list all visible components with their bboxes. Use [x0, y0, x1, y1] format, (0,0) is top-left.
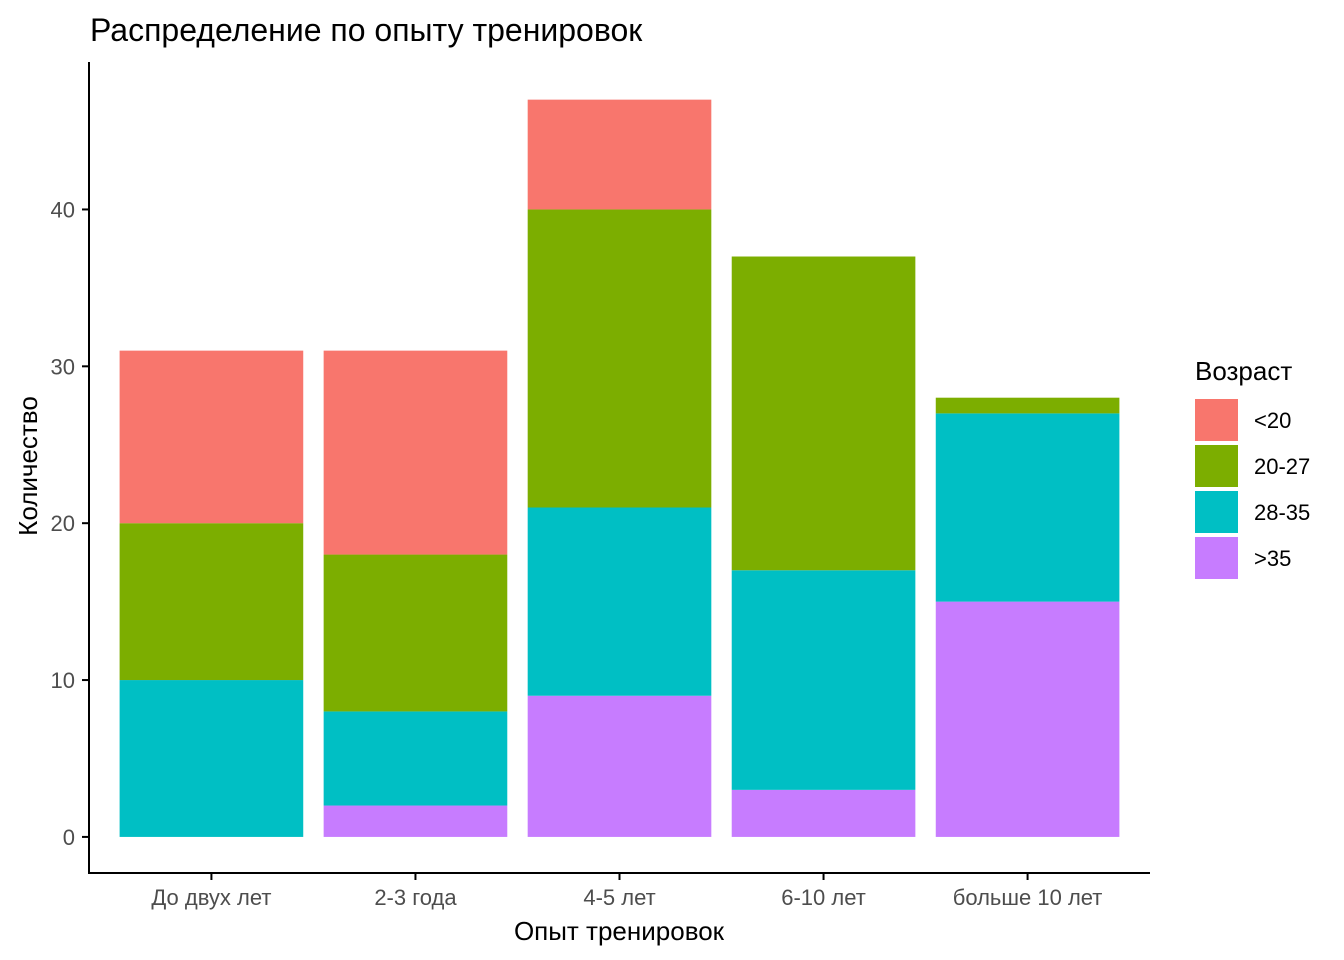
- x-axis: До двух лет 2-3 года 4-5 лет 6-10 лет больше…: [151, 873, 1102, 910]
- bar-segment-1-28-35: [119, 680, 304, 837]
- bar-segment-1-20-27: [119, 523, 304, 681]
- legend: Возраст <20 20-27 28-35 >35: [1195, 356, 1310, 579]
- legend-label-gt35: >35: [1254, 546, 1291, 571]
- bar-segment-4-28-35: [731, 570, 916, 790]
- legend-key-20-27: [1195, 445, 1238, 487]
- x-tick-label-1: До двух лет: [151, 885, 271, 910]
- y-axis: 0 10 20 30 40: [51, 197, 89, 850]
- y-tick-label-30: 30: [51, 354, 75, 379]
- x-tick-label-2: 2-3 года: [374, 885, 457, 910]
- legend-key-gt35: [1195, 537, 1238, 579]
- y-tick-label-10: 10: [51, 668, 75, 693]
- bar-segment-2-lt20: [323, 350, 508, 555]
- legend-key-28-35: [1195, 491, 1238, 533]
- legend-label-lt20: <20: [1254, 408, 1291, 433]
- chart-title: Распределение по опыту тренировок: [90, 12, 643, 48]
- y-tick-label-40: 40: [51, 197, 75, 222]
- bar-segment-2-20-27: [323, 554, 508, 712]
- y-tick-label-0: 0: [63, 825, 75, 850]
- bar-segment-3-28-35: [527, 507, 712, 696]
- bar-segment-5-gt35: [935, 601, 1120, 837]
- x-tick-label-3: 4-5 лет: [583, 885, 655, 910]
- bar-segment-4-gt35: [731, 789, 916, 837]
- legend-key-lt20: [1195, 399, 1238, 441]
- legend-label-28-35: 28-35: [1254, 500, 1310, 525]
- bar-segment-3-gt35: [527, 695, 712, 837]
- x-tick-label-5: больше 10 лет: [953, 885, 1103, 910]
- bar-segment-5-28-35: [935, 413, 1120, 602]
- bar-segment-4-20-27: [731, 256, 916, 571]
- bars-group: [119, 99, 1120, 837]
- bar-segment-2-gt35: [323, 805, 508, 837]
- x-tick-label-4: 6-10 лет: [781, 885, 866, 910]
- bar-segment-1-lt20: [119, 350, 304, 524]
- bar-segment-5-20-27: [935, 397, 1120, 414]
- x-axis-title: Опыт тренировок: [514, 916, 725, 946]
- legend-title: Возраст: [1195, 356, 1292, 386]
- bar-segment-3-lt20: [527, 99, 712, 210]
- y-axis-title: Количество: [13, 396, 43, 536]
- bar-segment-2-28-35: [323, 711, 508, 806]
- legend-label-20-27: 20-27: [1254, 454, 1310, 479]
- y-tick-label-20: 20: [51, 511, 75, 536]
- bar-segment-3-20-27: [527, 209, 712, 508]
